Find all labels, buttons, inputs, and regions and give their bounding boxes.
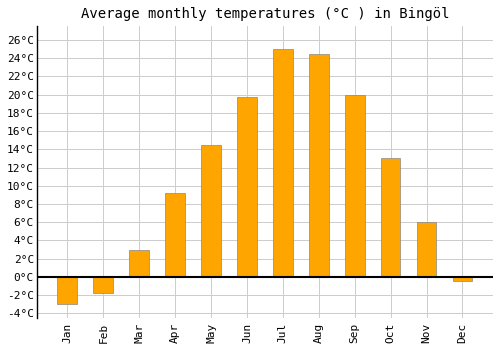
Bar [345,94,364,277]
Bar [201,145,221,277]
Bar [94,277,113,293]
Bar [237,97,257,277]
Bar [130,250,149,277]
Bar [452,277,472,281]
Title: Average monthly temperatures (°C ) in Bingöl: Average monthly temperatures (°C ) in Bi… [80,7,449,21]
Bar [58,277,77,304]
Bar [416,222,436,277]
Bar [309,54,328,277]
Bar [165,193,185,277]
Bar [380,159,400,277]
Bar [273,49,292,277]
